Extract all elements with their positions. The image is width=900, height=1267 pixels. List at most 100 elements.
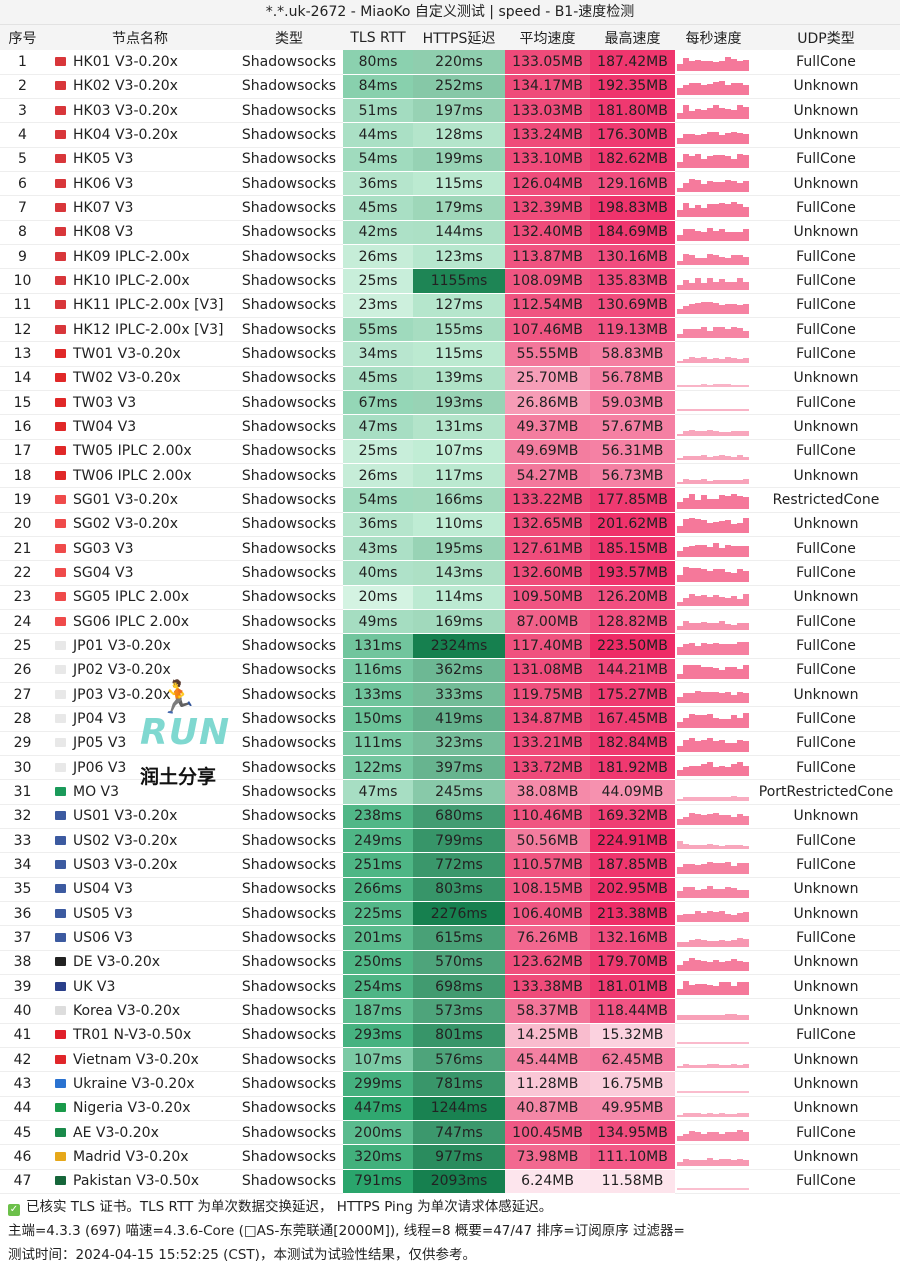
per-second-speed-cell xyxy=(675,147,752,173)
speed-sparkline-bar xyxy=(695,1065,701,1069)
flag-ae-icon xyxy=(55,1127,66,1137)
speed-sparkline-bar xyxy=(719,455,725,461)
speed-sparkline-bar xyxy=(695,230,701,242)
speed-sparkline-bar xyxy=(725,862,731,874)
per-second-speed-cell xyxy=(675,925,752,951)
speed-sparkline-bar xyxy=(707,1064,713,1069)
header-node-name: 节点名称 xyxy=(45,25,235,50)
tls-rtt-cell: 187ms xyxy=(343,998,413,1024)
header-row: 序号 节点名称 类型 TLS RTT HTTPS延迟 平均速度 最高速度 每秒速… xyxy=(0,25,900,50)
speed-sparkline-bar xyxy=(725,1187,731,1190)
speed-sparkline-bar xyxy=(725,232,731,242)
speed-sparkline-bar xyxy=(677,721,683,728)
speed-sparkline-bar xyxy=(725,408,731,412)
speed-sparkline-bar xyxy=(731,159,737,169)
avg-speed-cell: 54.27MB xyxy=(505,463,590,489)
speed-sparkline-bar xyxy=(695,480,701,485)
tls-rtt-cell: 49ms xyxy=(343,609,413,635)
flag-ng-icon xyxy=(55,1103,66,1113)
speed-sparkline-bar xyxy=(689,207,695,217)
speed-sparkline-bar xyxy=(737,231,743,242)
speed-sparkline-bar xyxy=(701,568,707,582)
per-second-speed-cell xyxy=(675,317,752,343)
speed-sparkline-bar xyxy=(701,960,707,971)
tls-rtt-cell: 26ms xyxy=(343,244,413,270)
udp-type-cell: Unknown xyxy=(752,220,900,246)
flag-tw-icon xyxy=(55,349,66,359)
tls-rtt-cell: 47ms xyxy=(343,414,413,440)
speed-sparkline-bar xyxy=(689,479,695,485)
speed-sparkline-bar xyxy=(713,521,719,534)
flag-sg-icon xyxy=(55,616,66,626)
speed-sparkline-bar xyxy=(677,601,683,607)
node-name: SG04 V3 xyxy=(73,565,134,582)
udp-type-cell: FullCone xyxy=(752,268,900,294)
speed-sparkline-bar xyxy=(689,518,695,534)
speed-sparkline-bar xyxy=(707,156,713,169)
speed-sparkline-bar xyxy=(725,1013,731,1020)
flag-us-icon xyxy=(55,908,66,918)
type-cell: Shadowsocks xyxy=(235,439,343,465)
speed-sparkline-bar xyxy=(731,985,737,996)
node-name-cell: TW06 IPLC 2.00x xyxy=(45,463,235,489)
speed-sparkline-bar xyxy=(689,765,695,777)
tls-rtt-cell: 34ms xyxy=(343,341,413,367)
flag-hk-icon xyxy=(55,227,66,237)
speed-sparkline-bar xyxy=(737,358,743,363)
udp-type-cell: Unknown xyxy=(752,512,900,538)
avg-speed-cell: 133.03MB xyxy=(505,98,590,124)
speed-sparkline-bar xyxy=(695,1132,701,1142)
speed-sparkline-bar xyxy=(695,205,701,217)
speed-sparkline-bar xyxy=(707,596,713,607)
speed-sparkline-bar xyxy=(695,595,701,607)
speed-sparkline-bar xyxy=(677,64,683,71)
speed-sparkline-bar xyxy=(689,1041,695,1044)
speed-sparkline-bar xyxy=(719,621,725,631)
speed-sparkline-bar xyxy=(719,60,725,71)
index-cell: 10 xyxy=(0,268,45,294)
https-latency-cell: 803ms xyxy=(413,877,505,902)
speed-sparkline-bar xyxy=(689,567,695,582)
node-name: US01 V3-0.20x xyxy=(73,808,178,825)
speed-sparkline-bar xyxy=(743,911,749,923)
speed-sparkline-bar xyxy=(677,334,683,339)
speed-sparkline-bar xyxy=(707,180,713,193)
https-latency-cell: 115ms xyxy=(413,171,505,197)
udp-type-cell: FullCone xyxy=(752,633,900,659)
flag-hk-icon xyxy=(55,81,66,91)
type-cell: Shadowsocks xyxy=(235,682,343,708)
speed-sparkline-bar xyxy=(707,862,713,874)
tls-rtt-cell: 40ms xyxy=(343,560,413,586)
speed-sparkline-bar xyxy=(683,58,689,71)
https-latency-cell: 144ms xyxy=(413,220,505,246)
speed-sparkline-bar xyxy=(701,888,707,898)
max-speed-cell: 126.20MB xyxy=(590,585,675,611)
table-row: 21 SG03 V3 Shadowsocks 43ms 195ms 127.61MB 185… xyxy=(0,536,900,562)
speed-sparkline-bar xyxy=(689,134,695,144)
speed-sparkline-bar xyxy=(677,890,683,898)
speed-sparkline-bar xyxy=(677,284,683,290)
tls-rtt-cell: 23ms xyxy=(343,293,413,319)
max-speed-cell: 201.62MB xyxy=(590,512,675,538)
avg-speed-cell: 132.39MB xyxy=(505,195,590,221)
node-name: MO V3 xyxy=(73,784,120,800)
speed-sparkline-bar xyxy=(743,133,749,144)
speed-sparkline-bar xyxy=(689,1159,695,1166)
udp-type-cell: Unknown xyxy=(752,1144,900,1170)
speed-sparkline-bar xyxy=(689,713,695,728)
avg-speed-cell: 127.61MB xyxy=(505,536,590,562)
avg-speed-cell: 110.57MB xyxy=(505,852,590,878)
tls-rtt-cell: 51ms xyxy=(343,98,413,124)
speed-sparkline-bar xyxy=(731,545,737,558)
max-speed-cell: 128.82MB xyxy=(590,609,675,635)
speed-sparkline-bar xyxy=(725,597,731,607)
speed-sparkline-bar xyxy=(743,456,749,461)
flag-jp-icon xyxy=(55,689,66,699)
speed-sparkline-bar xyxy=(719,155,725,169)
max-speed-cell: 129.16MB xyxy=(590,171,675,197)
speed-sparkline-bar xyxy=(713,326,719,339)
max-speed-cell: 223.50MB xyxy=(590,633,675,659)
speed-sparkline-bar xyxy=(695,645,701,655)
speed-sparkline-bar xyxy=(725,204,731,217)
udp-type-cell: Unknown xyxy=(752,877,900,902)
